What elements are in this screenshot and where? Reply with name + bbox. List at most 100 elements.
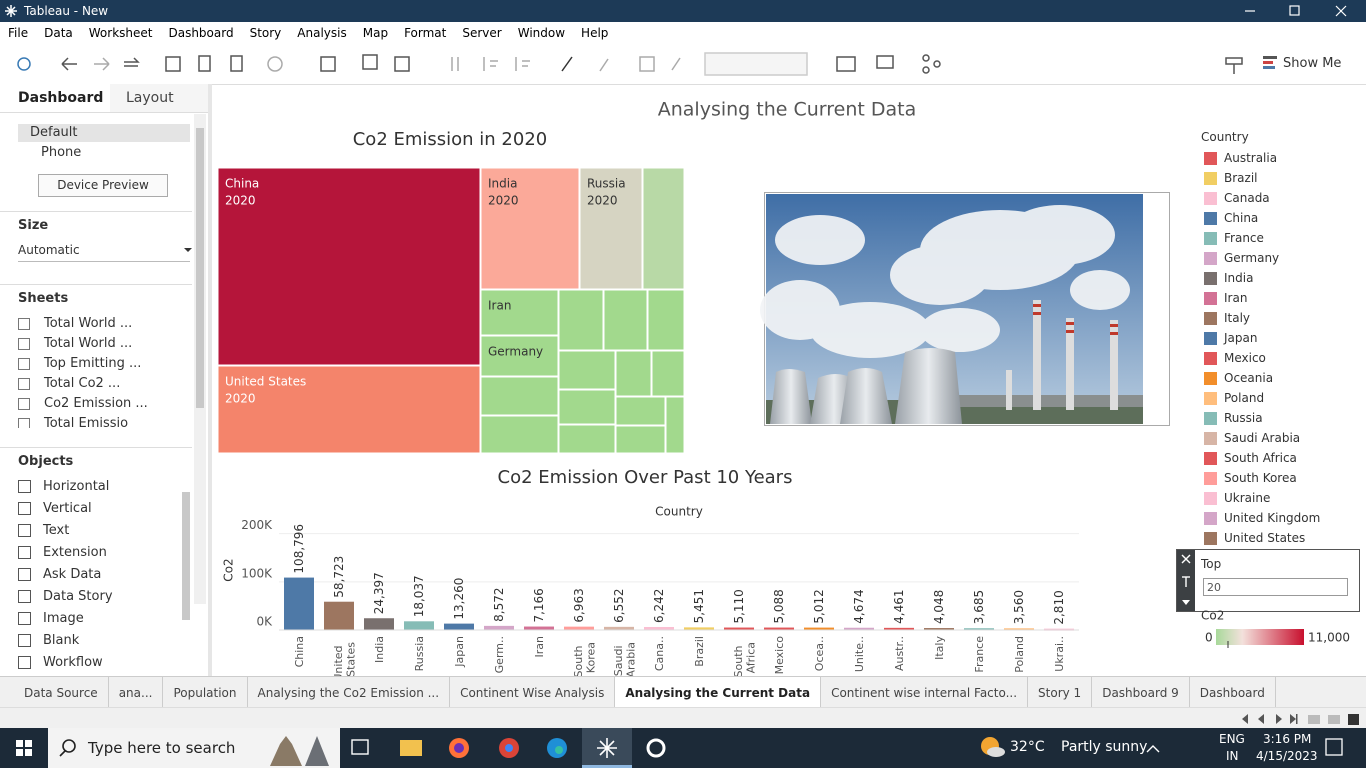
- search-box[interactable]: Type here to search: [88, 739, 236, 757]
- scroll-thumb[interactable]: [196, 128, 204, 408]
- sheet-item[interactable]: Total Emissio: [18, 416, 128, 428]
- legend-swatch: [1204, 491, 1217, 505]
- weather-temp[interactable]: 32°C: [1010, 739, 1045, 755]
- clock-time[interactable]: 3:16 PM: [1263, 732, 1312, 746]
- sheet-item[interactable]: Top Emitting ...: [18, 356, 141, 371]
- language[interactable]: ENG: [1219, 732, 1245, 746]
- legend-item[interactable]: Ukraine: [1196, 488, 1270, 508]
- menu-item[interactable]: Analysis: [297, 26, 347, 40]
- menu-item[interactable]: Format: [404, 26, 447, 40]
- sheet-tab[interactable]: ana...: [109, 677, 164, 708]
- size-value[interactable]: Automatic: [18, 243, 80, 257]
- legend-item[interactable]: India: [1196, 268, 1253, 288]
- menu-item[interactable]: Worksheet: [88, 26, 153, 40]
- legend-item[interactable]: Poland: [1196, 388, 1264, 408]
- legend-item[interactable]: Italy: [1196, 308, 1250, 328]
- x-tick-label: Ocea..: [813, 636, 826, 671]
- sheet-tab[interactable]: Story 1: [1028, 677, 1093, 708]
- legend-item[interactable]: Japan: [1196, 328, 1257, 348]
- legend-item[interactable]: Mexico: [1196, 348, 1266, 368]
- legend-label: Saudi Arabia: [1224, 431, 1301, 445]
- sheet-tab[interactable]: Dashboard 9: [1092, 677, 1190, 708]
- sheet-tab[interactable]: Continent Wise Analysis: [450, 677, 616, 708]
- value-label: 108,796: [292, 524, 306, 574]
- legend-item[interactable]: Russia: [1196, 408, 1263, 428]
- legend-item[interactable]: South Korea: [1196, 468, 1297, 488]
- show-me[interactable]: Show Me: [1283, 56, 1342, 71]
- object-item[interactable]: Text: [18, 523, 69, 538]
- object-item[interactable]: Ask Data: [18, 567, 101, 582]
- sheet-tab[interactable]: Analysing the Current Data: [615, 677, 822, 708]
- sheet-tab[interactable]: Analysing the Co2 Emission ...: [248, 677, 451, 708]
- side-tab[interactable]: Layout: [126, 90, 174, 106]
- legend-swatch: [1204, 331, 1217, 345]
- treemap-tile: [642, 167, 685, 290]
- x-tick-label: Russia: [413, 636, 426, 671]
- device-highlight: [18, 124, 190, 142]
- scroll-thumb[interactable]: [182, 492, 190, 620]
- sheet-tab[interactable]: Dashboard: [1190, 677, 1276, 708]
- legend-item[interactable]: Iran: [1196, 288, 1247, 308]
- device-preview-button[interactable]: Device Preview: [38, 174, 168, 197]
- x-tick-label: Poland: [1013, 636, 1026, 673]
- menu-item[interactable]: Help: [581, 26, 609, 40]
- country-legend: Country Australia Brazil Canada China France…: [1196, 128, 1362, 546]
- filter-input[interactable]: 20: [1203, 578, 1348, 596]
- menu-item[interactable]: Data: [44, 26, 73, 40]
- weather-condition[interactable]: Partly sunny: [1061, 739, 1148, 755]
- filter-handle-icons[interactable]: [1180, 553, 1192, 609]
- device[interactable]: Phone: [41, 145, 82, 160]
- clock-date[interactable]: 4/15/2023: [1256, 749, 1318, 763]
- legend-label: Japan: [1224, 331, 1258, 345]
- legend-item[interactable]: Oceania: [1196, 368, 1273, 388]
- legend-item[interactable]: France: [1196, 228, 1264, 248]
- x-tick-label: China: [293, 636, 306, 667]
- legend-item[interactable]: Saudi Arabia: [1196, 428, 1300, 448]
- object-item[interactable]: Workflow: [18, 655, 103, 670]
- menu-item[interactable]: Server: [462, 26, 502, 40]
- sheet-icon: [18, 357, 30, 370]
- legend-item[interactable]: Canada: [1196, 188, 1270, 208]
- sheet-name: Co2 Emission ...: [44, 396, 148, 411]
- legend-item[interactable]: Brazil: [1196, 168, 1258, 188]
- legend-swatch: [1204, 411, 1217, 425]
- object-item[interactable]: Horizontal: [18, 479, 109, 494]
- treemap-tile: [603, 289, 648, 351]
- sheet-tab[interactable]: Population: [163, 677, 248, 708]
- sheet-item[interactable]: Total Co2 ...: [18, 376, 120, 391]
- menu-item[interactable]: Story: [249, 26, 282, 40]
- menu-item[interactable]: Window: [517, 26, 566, 40]
- legend-label: Ukraine: [1224, 491, 1271, 505]
- object-item[interactable]: Extension: [18, 545, 107, 560]
- legend-item[interactable]: South Africa: [1196, 448, 1297, 468]
- legend-item[interactable]: China: [1196, 208, 1258, 228]
- window-controls[interactable]: [1230, 0, 1366, 22]
- menu-item[interactable]: Dashboard: [168, 26, 234, 40]
- app-icon: [5, 5, 17, 17]
- treemap-tile: [615, 350, 652, 397]
- sheet-item[interactable]: Total World ...: [18, 336, 132, 351]
- region[interactable]: IN: [1226, 749, 1239, 763]
- co2-legend-title: Co2: [1201, 609, 1224, 623]
- bar-chart: 0K 100K 200K 108,796 China 58,723 United State…: [241, 518, 1079, 676]
- object-item[interactable]: Vertical: [18, 501, 92, 516]
- sheet-name: Total World ...: [44, 316, 133, 331]
- menu-item[interactable]: File: [8, 26, 29, 40]
- legend-item[interactable]: United States: [1196, 528, 1305, 546]
- dropdown-arrow[interactable]: [184, 248, 192, 256]
- legend-item[interactable]: United Kingdom: [1196, 508, 1320, 528]
- bar: [924, 628, 954, 631]
- sheet-item[interactable]: Co2 Emission ...: [18, 396, 148, 411]
- sheet-item[interactable]: Total World ...: [18, 316, 132, 331]
- menu-item[interactable]: Map: [362, 26, 389, 40]
- side-tab[interactable]: Dashboard: [18, 90, 104, 106]
- sheet-tab[interactable]: Data Source: [0, 677, 109, 708]
- object-item[interactable]: Image: [18, 611, 84, 626]
- legend-item[interactable]: Germany: [1196, 248, 1279, 268]
- object-item[interactable]: Data Story: [18, 589, 113, 604]
- object-item[interactable]: Blank: [18, 633, 79, 648]
- legend-item[interactable]: Australia: [1196, 148, 1277, 168]
- sheet-tab[interactable]: Continent wise internal Facto...: [821, 677, 1029, 708]
- device[interactable]: Default: [30, 125, 78, 140]
